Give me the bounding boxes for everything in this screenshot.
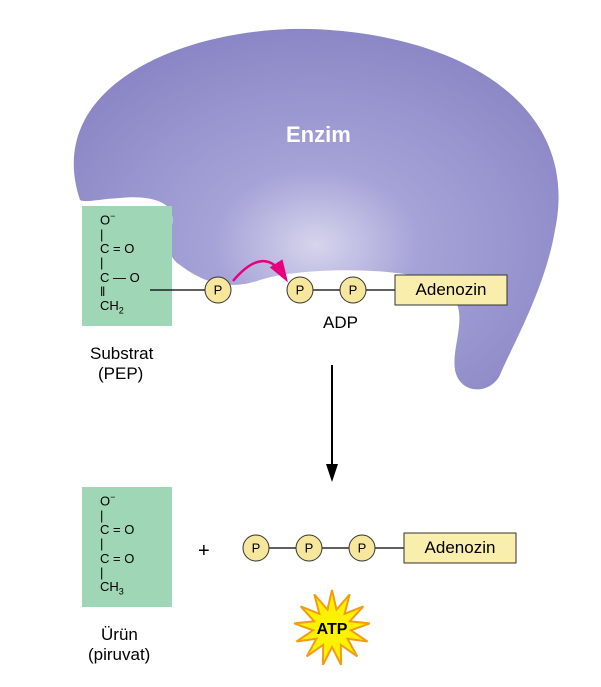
atp-p2-label: P [305, 541, 314, 556]
plus-sign: + [198, 540, 210, 563]
substrate-sublabel: (PEP) [98, 364, 143, 384]
pyruvate-formula: O− | C = O | C = O | CH3 [100, 493, 134, 598]
pep-phosphate-label: P [214, 283, 223, 298]
adp-adenosine-label: Adenozin [416, 280, 487, 299]
adp-p2-label: P [349, 283, 358, 298]
product-sublabel: (piruvat) [88, 645, 150, 665]
pep-formula: O− | C = O | C — O ‖ CH2 [100, 212, 140, 317]
adp-p1-label: P [296, 283, 305, 298]
diagram-canvas: { "diagram": { "type": "infographic", "b… [0, 0, 601, 687]
enzyme-label: Enzim [286, 122, 351, 148]
atp-p1-label: P [252, 541, 261, 556]
adp-label: ADP [323, 313, 358, 333]
product-label: Ürün [101, 625, 138, 645]
substrate-label: Substrat [90, 344, 153, 364]
atp-adenosine-label: Adenozin [425, 538, 496, 557]
atp-p3-label: P [358, 541, 367, 556]
atp-star-label: ATP [317, 621, 348, 638]
